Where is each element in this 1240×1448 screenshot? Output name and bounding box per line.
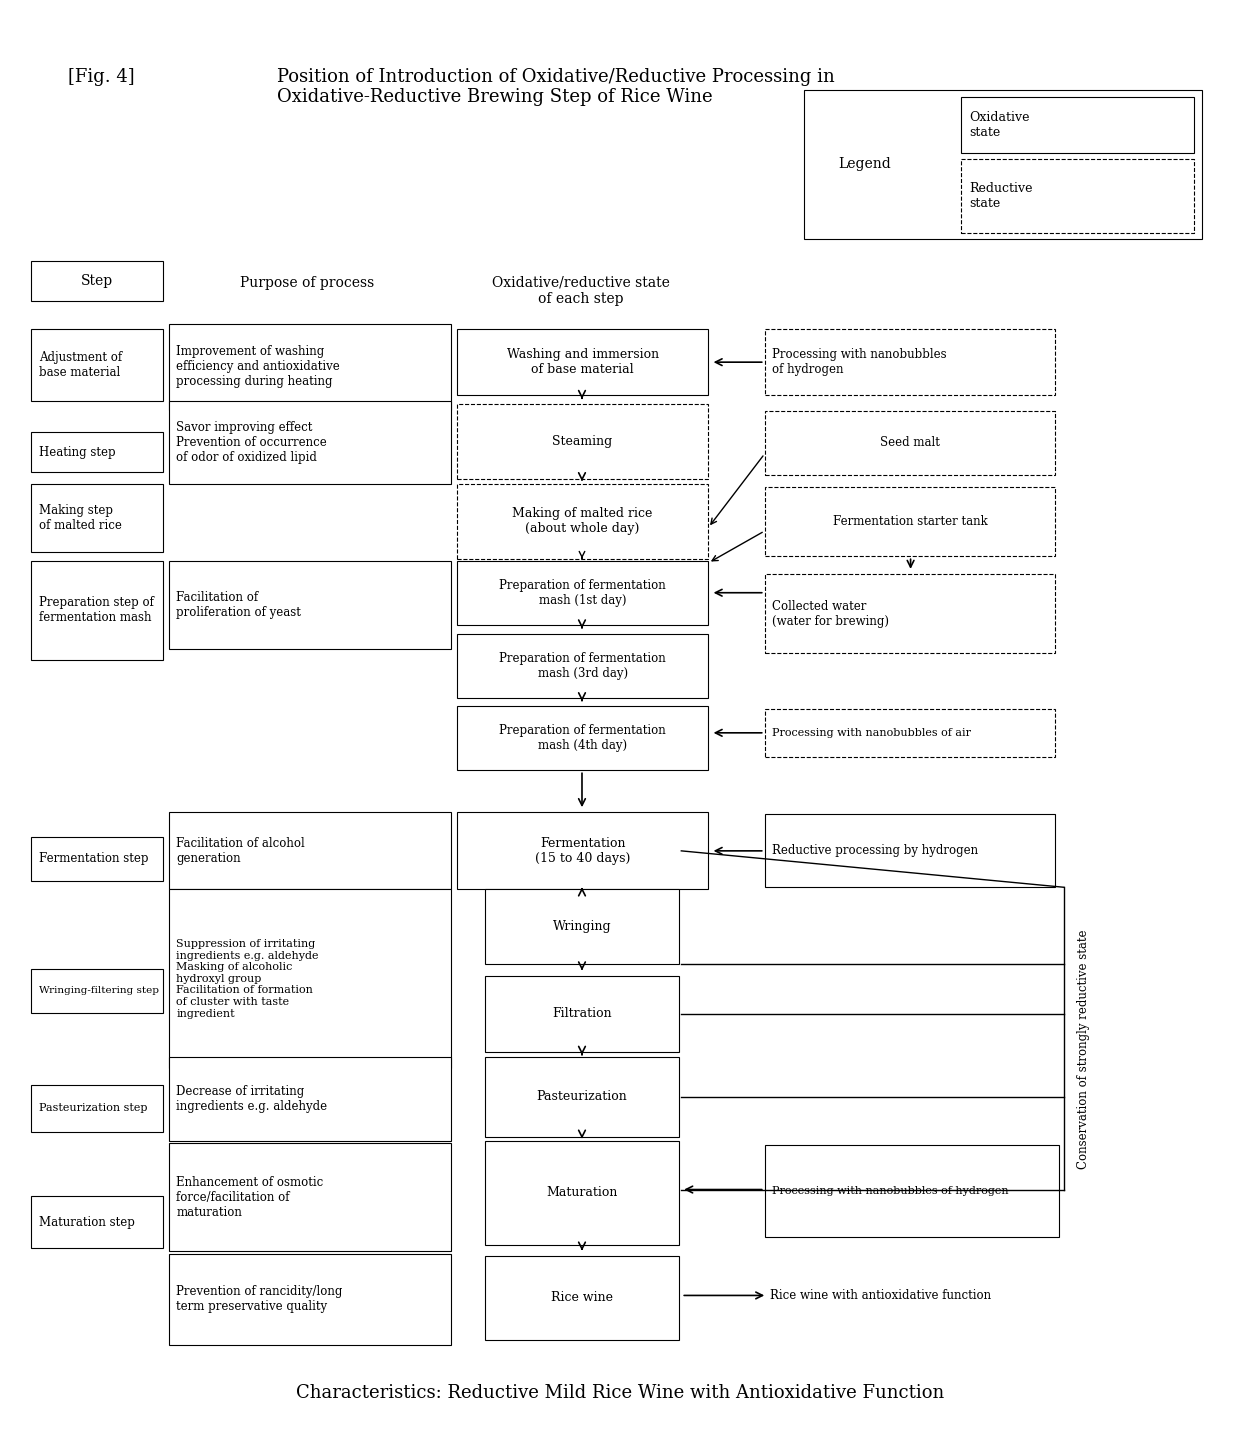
Text: Processing with nanobubbles of air: Processing with nanobubbles of air: [773, 728, 971, 738]
FancyBboxPatch shape: [31, 432, 162, 472]
Text: Oxidative/reductive state
of each step: Oxidative/reductive state of each step: [492, 275, 670, 306]
Text: Characteristics: Reductive Mild Rice Wine with Antioxidative Function: Characteristics: Reductive Mild Rice Win…: [296, 1384, 944, 1403]
Text: Maturation step: Maturation step: [38, 1215, 135, 1228]
FancyBboxPatch shape: [169, 1057, 451, 1141]
FancyBboxPatch shape: [961, 97, 1194, 152]
Text: Collected water
(water for brewing): Collected water (water for brewing): [773, 599, 889, 627]
FancyBboxPatch shape: [765, 1145, 1059, 1237]
FancyBboxPatch shape: [456, 484, 708, 559]
Text: Filtration: Filtration: [552, 1006, 611, 1019]
Text: [Fig. 4]: [Fig. 4]: [68, 68, 135, 85]
Text: Seed malt: Seed malt: [880, 436, 940, 449]
FancyBboxPatch shape: [169, 323, 451, 410]
FancyBboxPatch shape: [804, 90, 1203, 239]
FancyBboxPatch shape: [169, 401, 451, 484]
Text: Prevention of rancidity/long
term preservative quality: Prevention of rancidity/long term preser…: [176, 1286, 342, 1313]
FancyBboxPatch shape: [961, 159, 1194, 233]
Text: Facilitation of
proliferation of yeast: Facilitation of proliferation of yeast: [176, 591, 301, 618]
FancyBboxPatch shape: [169, 812, 451, 889]
Text: Preparation of fermentation
mash (3rd day): Preparation of fermentation mash (3rd da…: [500, 652, 666, 679]
FancyBboxPatch shape: [31, 329, 162, 401]
FancyBboxPatch shape: [485, 889, 678, 964]
Text: Purpose of process: Purpose of process: [241, 275, 374, 290]
FancyBboxPatch shape: [31, 484, 162, 552]
Text: Conservation of strongly reductive state: Conservation of strongly reductive state: [1078, 930, 1090, 1169]
Text: Decrease of irritating
ingredients e.g. aldehyde: Decrease of irritating ingredients e.g. …: [176, 1085, 327, 1114]
FancyBboxPatch shape: [169, 1144, 451, 1251]
FancyBboxPatch shape: [31, 261, 162, 301]
Text: Preparation step of
fermentation mash: Preparation step of fermentation mash: [38, 597, 154, 624]
FancyBboxPatch shape: [31, 1196, 162, 1248]
Text: Processing with nanobubbles of hydrogen: Processing with nanobubbles of hydrogen: [773, 1186, 1008, 1196]
FancyBboxPatch shape: [485, 1255, 678, 1339]
Text: Pasteurization step: Pasteurization step: [38, 1103, 148, 1114]
Text: Fermentation step: Fermentation step: [38, 851, 149, 864]
FancyBboxPatch shape: [456, 707, 708, 770]
Text: Heating step: Heating step: [38, 446, 115, 459]
Text: Savor improving effect
Prevention of occurrence
of odor of oxidized lipid: Savor improving effect Prevention of occ…: [176, 420, 327, 463]
FancyBboxPatch shape: [31, 560, 162, 660]
Text: Making step
of malted rice: Making step of malted rice: [38, 504, 122, 531]
FancyBboxPatch shape: [765, 708, 1055, 757]
FancyBboxPatch shape: [456, 329, 708, 395]
FancyBboxPatch shape: [485, 1141, 678, 1245]
Text: Wringing-filtering step: Wringing-filtering step: [38, 986, 159, 995]
Text: Pasteurization: Pasteurization: [537, 1090, 627, 1103]
FancyBboxPatch shape: [169, 889, 451, 1069]
FancyBboxPatch shape: [31, 1085, 162, 1132]
FancyBboxPatch shape: [485, 1057, 678, 1137]
Text: Enhancement of osmotic
force/facilitation of
maturation: Enhancement of osmotic force/facilitatio…: [176, 1176, 324, 1219]
FancyBboxPatch shape: [31, 837, 162, 880]
FancyBboxPatch shape: [169, 1254, 451, 1345]
Text: Step: Step: [81, 274, 113, 288]
FancyBboxPatch shape: [31, 969, 162, 1014]
FancyBboxPatch shape: [456, 812, 708, 889]
Text: Making of malted rice
(about whole day): Making of malted rice (about whole day): [512, 507, 652, 534]
FancyBboxPatch shape: [765, 487, 1055, 556]
Text: Improvement of washing
efficiency and antioxidative
processing during heating: Improvement of washing efficiency and an…: [176, 345, 340, 388]
Text: Wringing: Wringing: [553, 921, 611, 934]
Text: Reductive
state: Reductive state: [970, 182, 1033, 210]
Text: Oxidative
state: Oxidative state: [970, 111, 1030, 139]
Text: Preparation of fermentation
mash (4th day): Preparation of fermentation mash (4th da…: [500, 724, 666, 753]
Text: Preparation of fermentation
mash (1st day): Preparation of fermentation mash (1st da…: [500, 579, 666, 607]
Text: Reductive processing by hydrogen: Reductive processing by hydrogen: [773, 844, 978, 857]
Text: Steaming: Steaming: [553, 434, 613, 447]
Text: Position of Introduction of Oxidative/Reductive Processing in
Oxidative-Reductiv: Position of Introduction of Oxidative/Re…: [277, 68, 835, 106]
Text: Fermentation starter tank: Fermentation starter tank: [832, 515, 987, 529]
Text: Rice wine with antioxidative function: Rice wine with antioxidative function: [770, 1289, 991, 1302]
FancyBboxPatch shape: [765, 814, 1055, 888]
Text: Fermentation
(15 to 40 days): Fermentation (15 to 40 days): [534, 837, 630, 864]
Text: Processing with nanobubbles
of hydrogen: Processing with nanobubbles of hydrogen: [773, 348, 946, 376]
Text: Facilitation of alcohol
generation: Facilitation of alcohol generation: [176, 837, 305, 864]
Text: Washing and immersion
of base material: Washing and immersion of base material: [507, 348, 658, 376]
Text: Legend: Legend: [838, 156, 892, 171]
FancyBboxPatch shape: [456, 404, 708, 479]
FancyBboxPatch shape: [765, 411, 1055, 475]
FancyBboxPatch shape: [765, 329, 1055, 395]
FancyBboxPatch shape: [765, 573, 1055, 653]
FancyBboxPatch shape: [456, 634, 708, 698]
FancyBboxPatch shape: [169, 560, 451, 649]
Text: Adjustment of
base material: Adjustment of base material: [38, 350, 122, 379]
FancyBboxPatch shape: [456, 560, 708, 624]
Text: Suppression of irritating
ingredients e.g. aldehyde
Masking of alcoholic
hydroxy: Suppression of irritating ingredients e.…: [176, 940, 319, 1018]
Text: Maturation: Maturation: [547, 1186, 618, 1199]
Text: Rice wine: Rice wine: [551, 1292, 613, 1305]
FancyBboxPatch shape: [485, 976, 678, 1051]
